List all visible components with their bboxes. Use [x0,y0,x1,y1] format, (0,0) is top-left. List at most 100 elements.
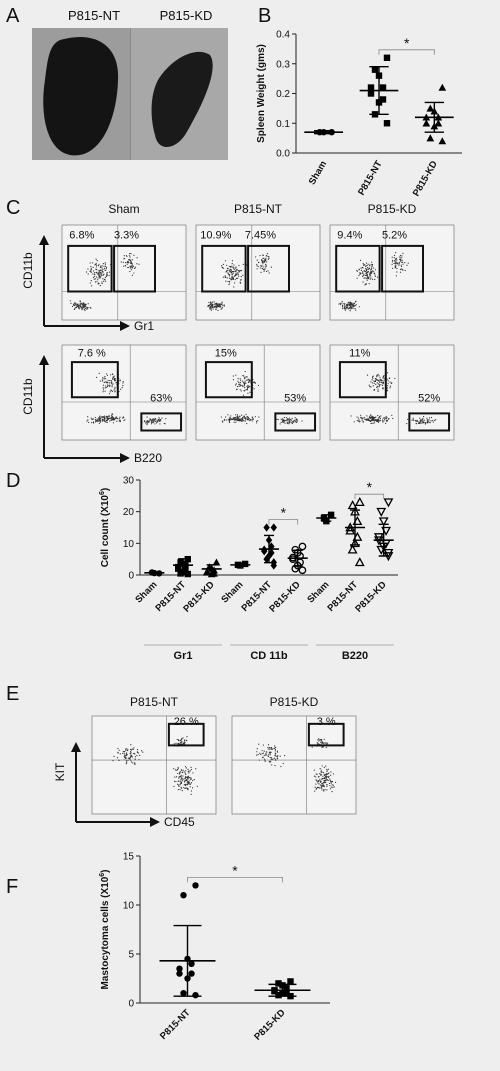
event-dot [380,381,383,384]
event-dot [321,784,323,786]
event-dot [274,748,277,751]
event-dot [233,268,235,271]
event-dot [378,384,381,387]
y-label-text: Mastocytoma cells (X10 [100,876,111,989]
event-dot [388,417,390,420]
event-dot [190,790,193,792]
event-dot [374,416,376,419]
event-dot [111,390,114,392]
event-dot [94,416,96,419]
event-dot [177,789,179,791]
event-dot [195,768,197,770]
event-dot [186,782,188,784]
event-dot [236,269,238,271]
event-dot [100,269,102,271]
data-point [180,892,187,899]
gate-percentage: 7.6 % [78,348,106,360]
event-dot [362,417,364,419]
event-dot [319,778,321,780]
event-dot [330,780,332,782]
event-dot [220,416,223,418]
event-dot [184,778,186,780]
data-point [347,500,358,510]
data-point [354,496,365,507]
event-dot [235,383,237,385]
event-dot [216,304,218,306]
event-dot [263,257,265,259]
event-dot [187,770,189,773]
event-dot [163,422,165,424]
event-dot [145,421,147,424]
event-dot [214,305,216,308]
gate-percentage: 5.2% [382,230,407,242]
event-dot [101,270,103,272]
event-dot [346,307,348,309]
event-dot [374,275,376,277]
event-dot [380,384,382,386]
event-dot [320,786,322,788]
event-dot [331,781,334,783]
event-dot [332,773,334,775]
event-dot [73,302,76,304]
gate [247,244,290,293]
event-dot [326,742,329,744]
gate-percentage: 53% [284,392,306,404]
event-dot [291,422,293,425]
event-dot [241,270,243,272]
event-dot [263,754,265,756]
event-dot [242,382,245,384]
event-dot [151,419,153,421]
gate-percentage: 3.3% [114,230,139,242]
event-dot [269,754,271,756]
event-dot [77,306,80,308]
event-dot [103,378,105,380]
event-dot [184,742,186,744]
event-dot [376,276,379,278]
event-dot [391,267,394,269]
event-dot [276,755,278,757]
event-dot [96,376,98,378]
event-dot [109,420,111,422]
event-dot [144,421,146,423]
data-point [192,991,199,999]
event-dot [82,304,84,307]
event-dot [227,267,229,270]
event-dot [282,418,284,420]
event-dot [369,415,371,417]
event-dot [295,418,297,421]
event-dot [339,303,341,305]
gate [274,412,317,432]
event-dot [231,277,234,279]
event-dot [134,762,136,764]
event-dot [340,302,342,304]
event-dot [374,269,377,271]
event-dot [240,279,242,281]
event-dot [246,422,248,425]
event-dot [243,389,245,392]
event-dot [332,784,334,786]
event-dot [148,421,150,423]
event-dot [178,739,180,741]
event-dot [235,419,237,421]
data-point [376,507,387,517]
event-dot [326,779,328,781]
event-dot [190,766,192,768]
event-dot [319,780,321,782]
event-dot [323,790,325,792]
event-dot [220,308,222,310]
event-dot [99,284,101,287]
event-dot [371,261,373,263]
event-dot [181,787,183,789]
event-dot [262,257,264,259]
event-dot [126,255,128,258]
gate-percentage: 7.45% [245,230,276,242]
event-dot [400,264,402,266]
event-dot [76,305,78,308]
photo-caption: P815-KD [160,8,213,23]
y-label-text: Cell count (X10 [100,495,111,568]
event-dot [382,382,384,384]
event-dot [99,421,102,423]
event-dot [359,272,361,274]
event-dot [104,280,107,282]
event-dot [179,784,181,786]
